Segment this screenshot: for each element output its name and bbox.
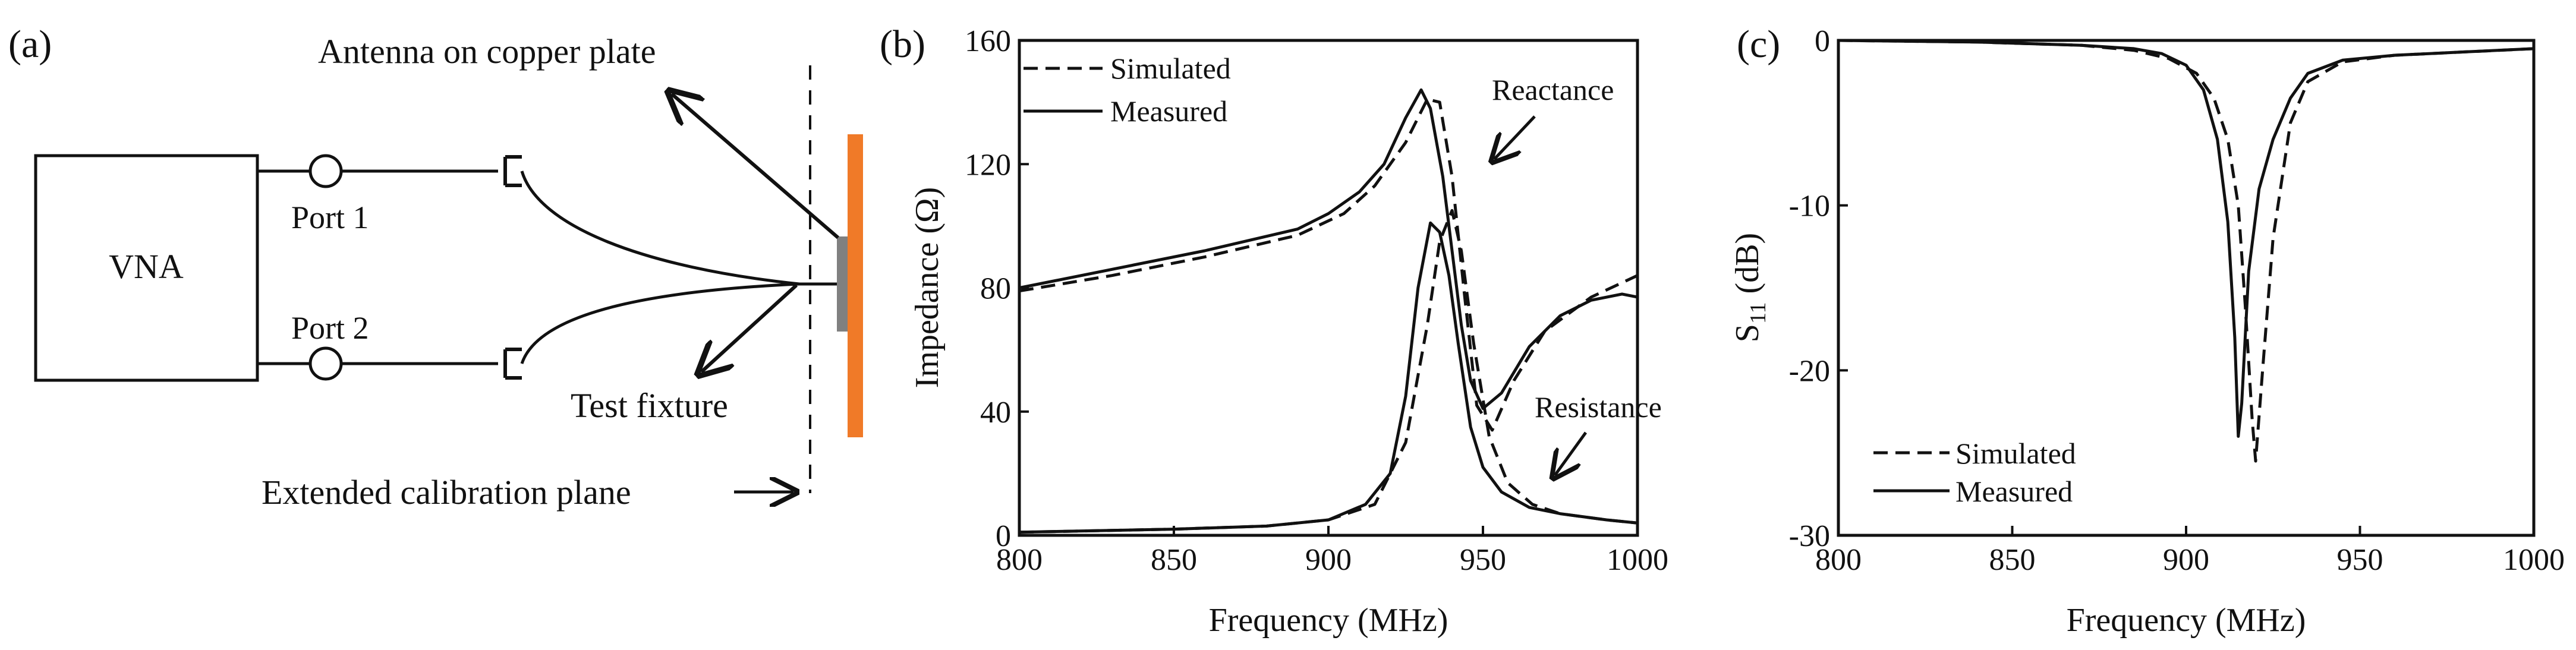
- fixture-wire-bottom: [520, 282, 800, 364]
- s11-legend-simulated: Simulated: [1955, 437, 2076, 470]
- reactance-arrow: [1494, 115, 1536, 159]
- panel-c: (c) 800 850 900 950 1000 0 -10 -20 -30 Frequency…: [1729, 23, 2565, 639]
- s11-x-tick-label: 900: [2163, 543, 2209, 577]
- vna-label: VNA: [109, 247, 184, 286]
- impedance-y-tick-label: 0: [996, 519, 1011, 553]
- impedance-x-tick-label: 900: [1305, 543, 1352, 577]
- antenna-arrow: [672, 94, 839, 239]
- panel-a-label: (a): [8, 23, 52, 66]
- impedance-reactance-simulated-line: [1019, 97, 1639, 432]
- resistance-annotation: Resistance: [1535, 390, 1662, 424]
- impedance-resistance-simulated-line: [1019, 209, 1638, 534]
- impedance-x-tick-label: 850: [1151, 543, 1197, 577]
- copper-plate: [848, 134, 863, 437]
- impedance-legend: Simulated Measured: [1024, 52, 1231, 128]
- impedance-legend-measured: Measured: [1110, 94, 1227, 128]
- port2-fixture-connector: [503, 348, 522, 380]
- impedance-y-axis-label: Impedance (Ω): [909, 187, 946, 389]
- impedance-x-axis-label: Frequency (MHz): [1209, 602, 1448, 639]
- panel-c-label: (c): [1737, 23, 1780, 66]
- impedance-y-tick-label: 40: [980, 396, 1011, 430]
- resistance-arrow: [1555, 431, 1588, 475]
- s11-x-tick-label: 1000: [2503, 543, 2565, 577]
- impedance-reactance-measured-line: [1019, 88, 1638, 410]
- port2-label: Port 2: [291, 310, 369, 346]
- s11-y-tick-label: 0: [1815, 24, 1830, 58]
- port1-connector: [308, 154, 343, 188]
- s11-y-tick-label: -10: [1789, 190, 1830, 223]
- fixture-label: Test fixture: [571, 386, 728, 425]
- port2-connector: [308, 346, 343, 381]
- impedance-y-tick-label: 80: [980, 272, 1011, 306]
- fixture-arrow: [701, 283, 798, 372]
- s11-y-tick-label: -30: [1789, 519, 1830, 553]
- s11-x-tick-label: 950: [2337, 543, 2383, 577]
- impedance-x-tick-label: 950: [1460, 543, 1506, 577]
- calibration-label: Extended calibration plane: [262, 473, 631, 512]
- s11-legend: Simulated Measured: [1873, 437, 2076, 508]
- s11-measured-line: [1838, 39, 2534, 438]
- fixture-wire-top: [520, 171, 800, 286]
- vna-box: [34, 154, 259, 382]
- impedance-legend-simulated: Simulated: [1110, 52, 1231, 85]
- impedance-resistance-measured-line: [1019, 221, 1638, 534]
- s11-y-axis-label: S11 (dB): [1729, 233, 1771, 342]
- panel-a: (a) VNA Port 1 Port 2 A: [8, 23, 863, 512]
- impedance-y-tick-label: 120: [965, 148, 1011, 182]
- panel-b-label: (b): [880, 23, 925, 66]
- antenna: [837, 236, 848, 332]
- s11-x-tick-label: 800: [1815, 543, 1862, 577]
- impedance-y-tick-label: 160: [965, 24, 1011, 58]
- panel-b: (b) 800 850 900 950 1000 0 40 80 120 160 Frequenc…: [880, 23, 1668, 639]
- port1-label: Port 1: [291, 200, 369, 235]
- s11-legend-measured: Measured: [1955, 475, 2073, 508]
- antenna-label: Antenna on copper plate: [318, 32, 656, 71]
- impedance-x-tick-label: 800: [996, 543, 1043, 577]
- s11-x-tick-label: 850: [1989, 543, 2036, 577]
- s11-x-axis-label: Frequency (MHz): [2067, 602, 2306, 639]
- port1-fixture-connector: [503, 155, 522, 187]
- s11-simulated-line: [1838, 39, 2534, 463]
- reactance-annotation: Reactance: [1492, 73, 1614, 106]
- s11-y-tick-label: -20: [1789, 354, 1830, 388]
- impedance-x-tick-label: 1000: [1607, 543, 1668, 577]
- s11-plot-frame: [1837, 39, 2536, 537]
